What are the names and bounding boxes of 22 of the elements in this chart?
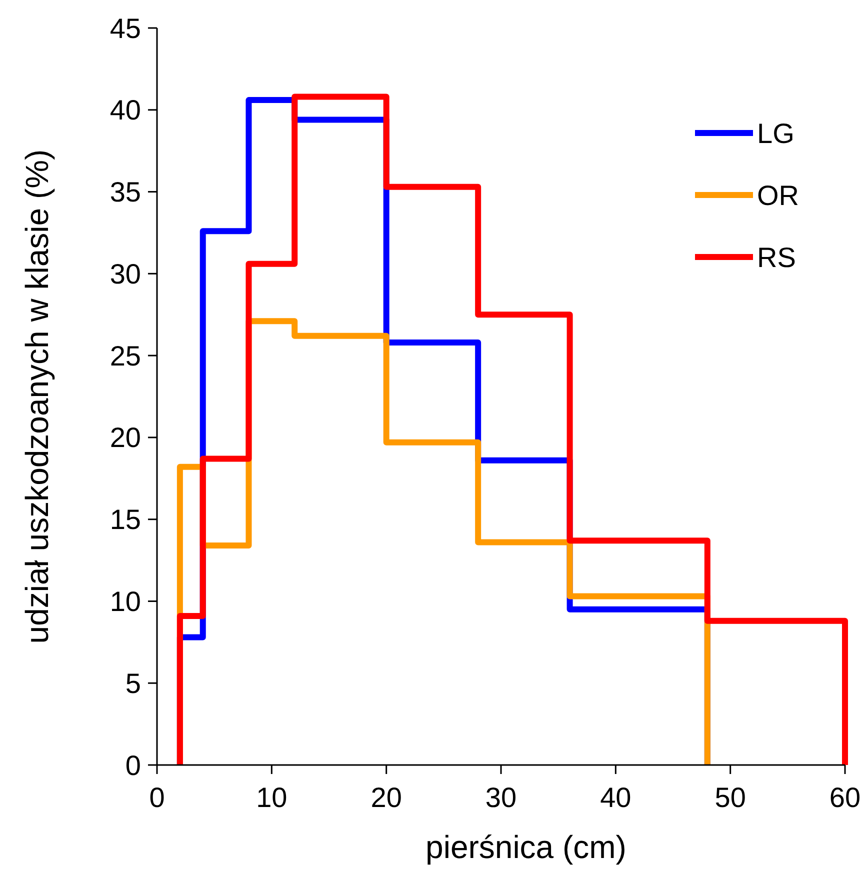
x-tick-label: 10 (256, 782, 288, 813)
x-tick-label: 30 (485, 782, 517, 813)
y-tick-label: 25 (110, 340, 141, 372)
x-tick-label: 40 (600, 782, 632, 813)
x-tick-label: 50 (714, 782, 746, 813)
x-tick-label: 0 (149, 782, 165, 813)
x-axis-title: pierśnica (cm) (426, 829, 626, 865)
legend-label: RS (757, 242, 796, 273)
x-tick-label: 20 (370, 782, 402, 813)
y-tick-label: 35 (110, 176, 141, 208)
y-tick-label: 10 (110, 586, 141, 618)
y-axis-title: udział uszkodzoanych w klasie (%) (19, 149, 55, 644)
y-tick-label: 5 (125, 668, 141, 699)
x-tick-label: 60 (829, 782, 861, 813)
y-tick-label: 15 (110, 504, 141, 536)
y-tick-label: 30 (110, 258, 141, 290)
y-tick-label: 45 (110, 12, 141, 44)
y-tick-label: 40 (110, 94, 141, 126)
y-tick-label: 20 (110, 422, 141, 454)
y-tick-label: 0 (125, 750, 141, 781)
legend-label: LG (757, 118, 794, 149)
legend-label: OR (757, 180, 799, 211)
